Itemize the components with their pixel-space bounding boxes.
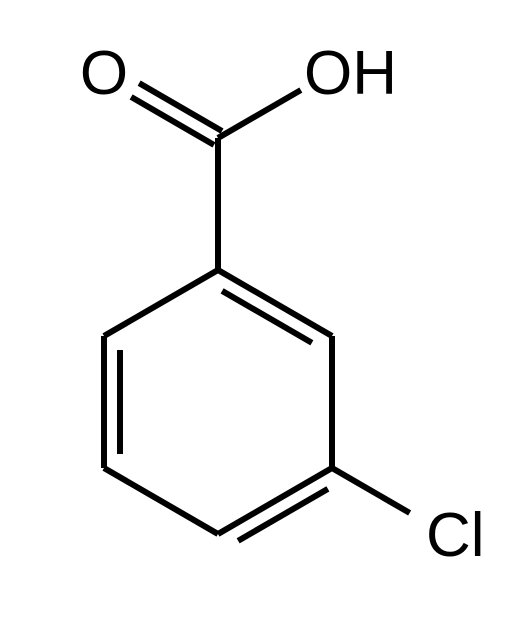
atom-label-cl: Cl (426, 501, 485, 570)
molecule-diagram: O OH Cl (0, 0, 508, 640)
bond (104, 270, 218, 336)
bond (218, 468, 332, 534)
bond (218, 90, 301, 138)
atom-label-oh: OH (304, 39, 397, 108)
bond (332, 468, 410, 513)
bond (104, 468, 218, 534)
bond (218, 270, 332, 336)
atom-label-o: O (80, 39, 128, 108)
